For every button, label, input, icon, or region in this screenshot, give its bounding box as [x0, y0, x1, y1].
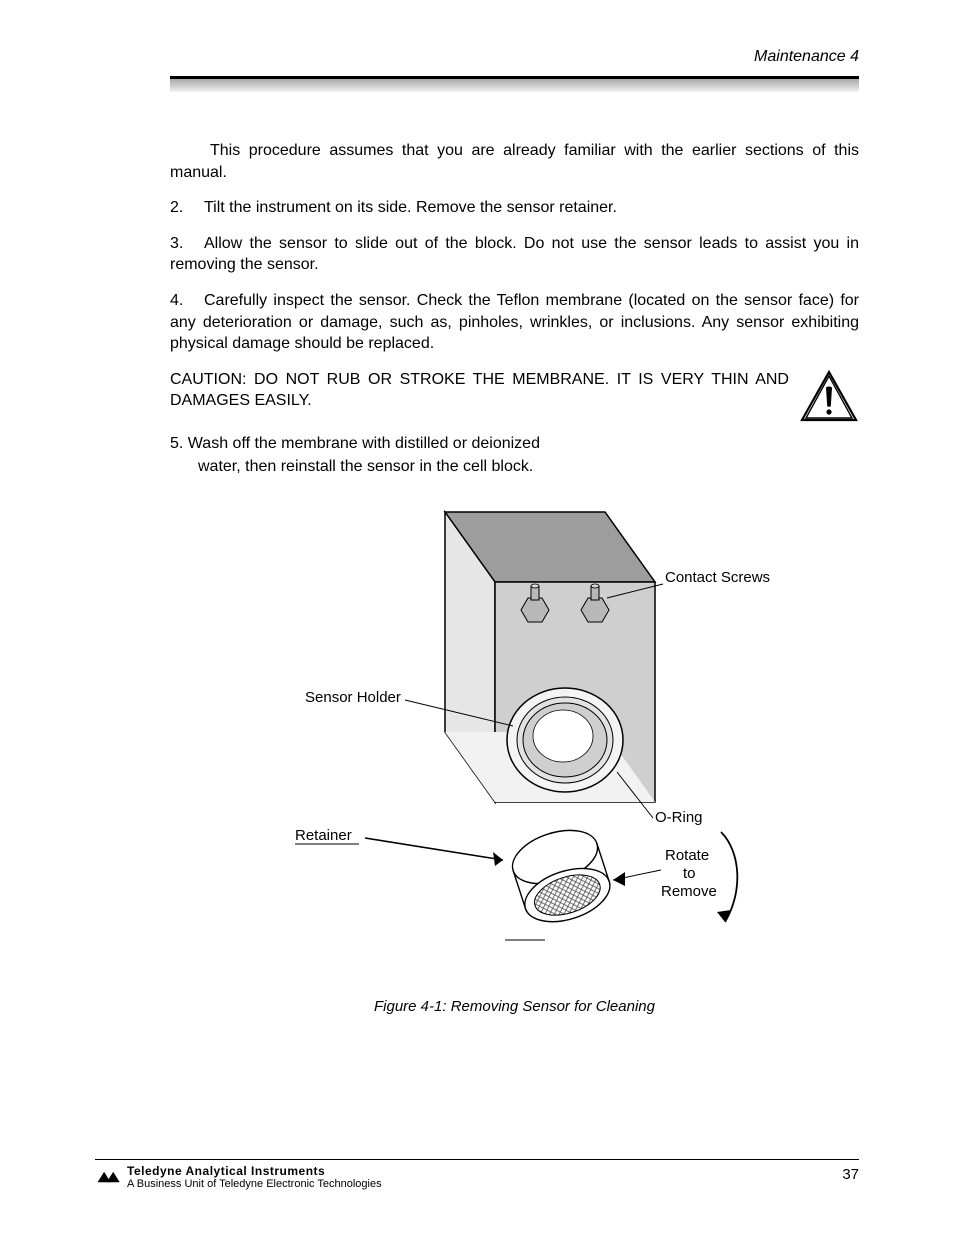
footer-subline: A Business Unit of Teledyne Electronic T… — [127, 1178, 382, 1190]
footer-left: Teledyne Analytical Instruments A Busine… — [95, 1164, 859, 1190]
page: Maintenance 4 This procedure assumes tha… — [0, 0, 954, 1235]
warning-icon — [799, 369, 859, 423]
label-rotate-2: to — [683, 865, 696, 882]
step-5-line1: 5. Wash off the membrane with distilled … — [170, 435, 540, 452]
label-oring: O-Ring — [655, 809, 703, 826]
step-3: 3. Allow the sensor to slide out of the … — [170, 233, 859, 276]
step-number-4: 4. — [170, 290, 204, 312]
step-5b: water, then reinstall the sensor in the … — [198, 456, 859, 478]
header-rule — [170, 76, 859, 92]
para-intro: This procedure assumes that you are alre… — [170, 140, 859, 183]
sensor-holder — [507, 688, 623, 792]
footer-text-block: Teledyne Analytical Instruments A Busine… — [127, 1164, 382, 1190]
label-rotate-3: Remove — [661, 883, 717, 900]
caution-text: CAUTION: DO NOT RUB OR STROKE THE MEMBRA… — [170, 369, 789, 412]
step-4: 4. Carefully inspect the sensor. Check t… — [170, 290, 859, 355]
step-number-3: 3. — [170, 233, 204, 255]
label-rotate-1: Rotate — [665, 847, 709, 864]
caution-body: DO NOT RUB OR STROKE THE MEMBRANE. IT IS… — [170, 371, 789, 410]
caution-block: CAUTION: DO NOT RUB OR STROKE THE MEMBRA… — [170, 369, 859, 423]
step-4-text: Carefully inspect the sensor. Check the … — [170, 292, 859, 352]
figure-caption: Figure 4-1: Removing Sensor for Cleaning — [170, 998, 859, 1015]
figure-4-1: Contact Screws Sensor Holder O-Ring — [170, 492, 859, 992]
teledyne-logo-icon — [95, 1169, 121, 1185]
label-retainer: Retainer — [295, 827, 352, 844]
running-header: Maintenance 4 — [754, 48, 859, 66]
footer-brand: Teledyne Analytical Instruments — [127, 1164, 382, 1178]
step-2-text: Tilt the instrument on its side. Remove … — [204, 199, 617, 216]
body-column: This procedure assumes that you are alre… — [170, 140, 859, 1015]
step-5: 5. Wash off the membrane with distilled … — [170, 433, 859, 455]
page-footer: Teledyne Analytical Instruments A Busine… — [95, 1159, 859, 1189]
retainer — [505, 821, 616, 932]
step-3-text: Allow the sensor to slide out of the blo… — [170, 235, 859, 274]
step-number-2: 2. — [170, 197, 204, 219]
page-number: 37 — [842, 1166, 859, 1183]
step-5-line2: water, then reinstall the sensor in the … — [198, 458, 533, 475]
label-contact-screws: Contact Screws — [665, 569, 770, 586]
step-2: 2. Tilt the instrument on its side. Remo… — [170, 197, 859, 219]
caution-label: CAUTION: — [170, 371, 246, 388]
label-sensor-holder: Sensor Holder — [305, 689, 401, 706]
